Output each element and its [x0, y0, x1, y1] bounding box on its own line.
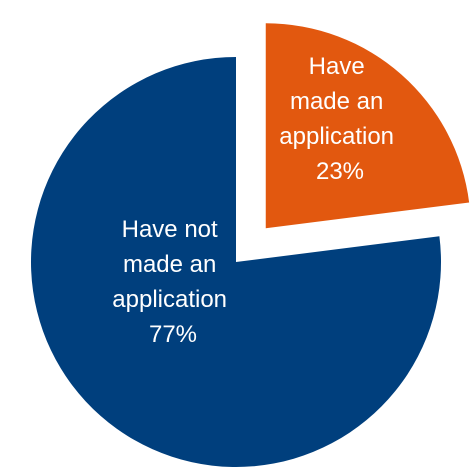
label-have-made-line-1: Have [309, 53, 365, 80]
label-have-not-percent: 77% [149, 321, 197, 348]
label-have-not-line-2: made an [123, 251, 216, 278]
label-have-not-line-1: Have not [122, 216, 218, 243]
label-have-made-line-2: made an [290, 88, 383, 115]
slice-have-made-application [265, 23, 470, 229]
label-have-made-percent: 23% [316, 158, 364, 185]
label-have-not-line-3: application [112, 286, 227, 313]
slice-have-not-made-application [30, 57, 441, 467]
label-have-made-application: Have made an application 23% [279, 53, 400, 185]
label-have-made-line-3: application [279, 123, 394, 150]
label-have-not-made-application: Have not made an application 77% [112, 216, 233, 348]
